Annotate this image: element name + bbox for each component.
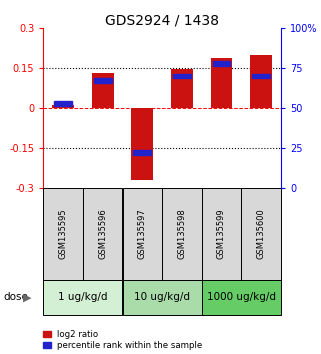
Title: GDS2924 / 1438: GDS2924 / 1438 (105, 13, 219, 27)
Text: 10 ug/kg/d: 10 ug/kg/d (134, 292, 190, 302)
Text: GSM135598: GSM135598 (178, 208, 187, 259)
Bar (173, 74, 191, 79)
Bar (211, 58, 232, 108)
Bar (43, 188, 83, 280)
Bar (92, 74, 114, 108)
Text: 1 ug/kg/d: 1 ug/kg/d (58, 292, 108, 302)
Bar (54, 101, 72, 105)
Text: dose: dose (3, 292, 28, 302)
Bar (43, 280, 123, 315)
Bar (131, 108, 153, 180)
Bar (202, 280, 281, 315)
Text: GSM135595: GSM135595 (59, 208, 68, 259)
Text: GSM135597: GSM135597 (138, 208, 147, 259)
Text: GSM135596: GSM135596 (98, 208, 107, 259)
Bar (213, 61, 230, 66)
Bar (171, 69, 193, 108)
Text: ▶: ▶ (23, 292, 31, 302)
Bar (202, 188, 241, 280)
Text: 1000 ug/kg/d: 1000 ug/kg/d (207, 292, 276, 302)
Bar (134, 150, 151, 155)
Bar (250, 55, 272, 108)
Bar (162, 188, 202, 280)
Bar (123, 188, 162, 280)
Bar (83, 188, 123, 280)
Bar (252, 74, 270, 79)
Text: GSM135599: GSM135599 (217, 208, 226, 259)
Bar (94, 79, 112, 83)
Bar (241, 188, 281, 280)
Bar (52, 105, 74, 108)
Bar (123, 280, 202, 315)
Legend: log2 ratio, percentile rank within the sample: log2 ratio, percentile rank within the s… (43, 330, 203, 350)
Text: GSM135600: GSM135600 (256, 208, 265, 259)
